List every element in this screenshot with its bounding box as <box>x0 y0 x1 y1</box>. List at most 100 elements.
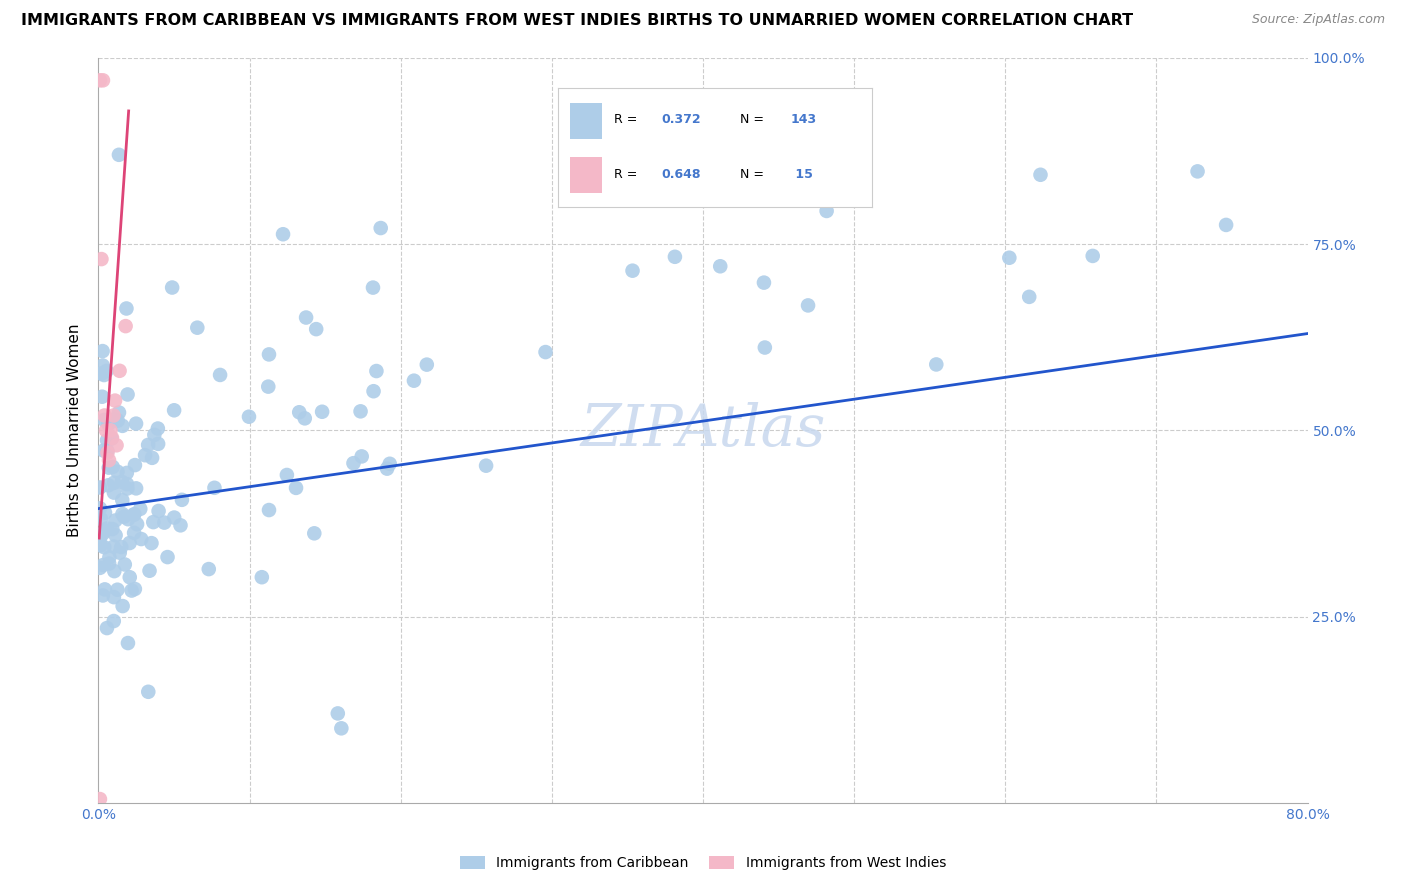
Point <box>146 421 169 435</box>
Point <box>163 403 186 417</box>
Point <box>295 310 318 325</box>
Point <box>103 614 125 628</box>
Legend: Immigrants from Caribbean, Immigrants from West Indies: Immigrants from Caribbean, Immigrants fr… <box>454 851 952 876</box>
Point <box>1215 218 1237 232</box>
Point <box>104 514 127 528</box>
Point <box>114 319 136 334</box>
Point <box>257 503 280 517</box>
Point <box>104 528 127 542</box>
Point <box>117 482 139 496</box>
Point <box>96 446 118 460</box>
Point <box>138 564 160 578</box>
Point <box>709 260 731 274</box>
Point <box>96 434 118 448</box>
Point <box>93 409 115 423</box>
Point <box>90 252 112 266</box>
Point <box>107 582 129 597</box>
Point <box>378 457 401 471</box>
Point <box>186 320 208 334</box>
Point <box>534 345 557 359</box>
Point <box>90 367 112 381</box>
Point <box>108 364 131 378</box>
Point <box>91 344 114 359</box>
Point <box>257 347 280 361</box>
Point <box>153 516 176 530</box>
Point <box>96 444 118 458</box>
Point <box>125 481 148 495</box>
Point <box>103 590 125 604</box>
Point <box>97 417 120 432</box>
Point <box>143 427 166 442</box>
Point <box>366 364 388 378</box>
Point <box>141 536 163 550</box>
Point <box>104 393 127 408</box>
Point <box>125 417 148 431</box>
Point <box>294 411 316 425</box>
Point <box>117 512 139 526</box>
Point <box>271 227 294 242</box>
Point <box>115 477 138 491</box>
Point <box>89 532 111 546</box>
Point <box>103 409 125 423</box>
Point <box>97 478 120 492</box>
Point <box>98 453 121 467</box>
Point <box>117 387 139 401</box>
Point <box>276 467 298 482</box>
Point <box>118 536 141 550</box>
Point <box>146 437 169 451</box>
Point <box>91 73 114 87</box>
Point <box>101 522 124 536</box>
Point <box>621 263 644 277</box>
Point <box>101 459 124 474</box>
Point <box>250 570 273 584</box>
Point <box>107 414 129 428</box>
Point <box>117 636 139 650</box>
Point <box>416 358 439 372</box>
Point <box>90 538 112 552</box>
Point <box>285 481 308 495</box>
Point <box>91 558 114 572</box>
Point <box>100 432 122 446</box>
Point <box>89 792 111 806</box>
Point <box>169 518 191 533</box>
Point <box>93 443 115 458</box>
Point <box>402 374 425 388</box>
Point <box>361 280 384 294</box>
Point <box>156 550 179 565</box>
Point <box>998 251 1021 265</box>
Point <box>115 466 138 480</box>
Point <box>148 504 170 518</box>
Point <box>475 458 498 473</box>
Point <box>170 492 193 507</box>
Point <box>107 465 129 479</box>
Point <box>103 475 125 490</box>
Point <box>103 540 125 554</box>
Point <box>370 221 392 235</box>
Point <box>93 540 115 554</box>
Point <box>89 73 111 87</box>
Point <box>98 557 121 571</box>
Point <box>127 517 149 532</box>
Point <box>114 558 136 572</box>
Point <box>108 405 131 419</box>
Point <box>91 526 114 541</box>
Point <box>90 512 112 526</box>
Point <box>118 570 141 584</box>
Point <box>89 480 111 494</box>
Point <box>91 390 114 404</box>
Point <box>108 148 131 162</box>
Point <box>160 280 183 294</box>
Point <box>110 540 132 554</box>
Point <box>141 450 163 465</box>
Point <box>103 485 125 500</box>
Point <box>1029 168 1052 182</box>
Point <box>91 359 114 373</box>
Point <box>752 276 775 290</box>
Point <box>342 456 364 470</box>
Point <box>311 405 333 419</box>
Point <box>96 621 118 635</box>
Point <box>304 526 326 541</box>
Point <box>136 685 159 699</box>
Text: IMMIGRANTS FROM CARIBBEAN VS IMMIGRANTS FROM WEST INDIES BIRTHS TO UNMARRIED WOM: IMMIGRANTS FROM CARIBBEAN VS IMMIGRANTS … <box>21 13 1133 29</box>
Point <box>330 721 353 735</box>
